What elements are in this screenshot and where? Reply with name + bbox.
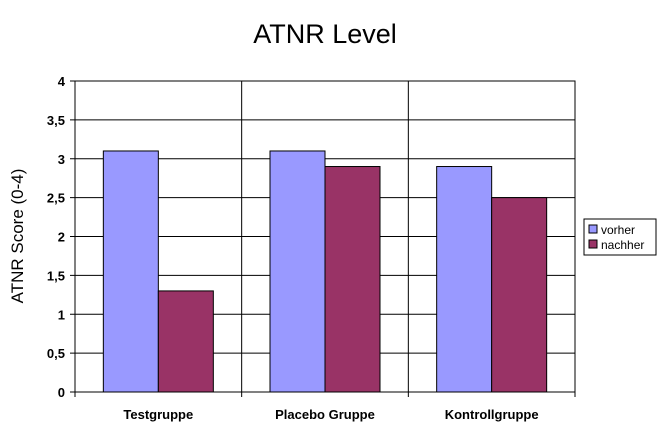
chart-title: ATNR Level — [253, 19, 397, 49]
legend-swatch-nachher — [588, 239, 598, 249]
y-tick-label: 0,5 — [47, 346, 65, 361]
y-tick-label: 3,5 — [47, 113, 65, 128]
legend-label-nachher: nachher — [601, 238, 644, 252]
y-tick-label: 1 — [58, 307, 65, 322]
y-tick-label: 2,5 — [47, 191, 65, 206]
plot-frame — [74, 80, 576, 393]
bar-vorher — [269, 150, 326, 393]
y-tick-label: 2 — [58, 230, 65, 245]
bar-vorher — [436, 166, 493, 393]
bar-nachher — [157, 290, 214, 393]
plot-area: 0 0,5 1 1,5 2 2,5 3 3,5 4 Testgruppe Placebo Grupp… — [47, 74, 576, 422]
bar-nachher — [491, 197, 548, 393]
bar-nachher — [324, 166, 381, 393]
legend-swatch-vorher — [588, 224, 598, 234]
y-tick-label: 4 — [58, 74, 66, 89]
y-axis-label: ATNR Score (0-4) — [8, 169, 27, 304]
bar-vorher — [102, 150, 159, 393]
x-tick-label: Placebo Gruppe — [275, 407, 375, 422]
y-tick-label: 0 — [58, 385, 65, 400]
x-tick-label: Testgruppe — [123, 407, 193, 422]
y-tick-label: 1,5 — [47, 268, 65, 283]
x-tick-label: Kontrollgruppe — [445, 407, 539, 422]
y-tick-label: 3 — [58, 152, 65, 167]
legend-label-vorher: vorher — [601, 223, 635, 237]
